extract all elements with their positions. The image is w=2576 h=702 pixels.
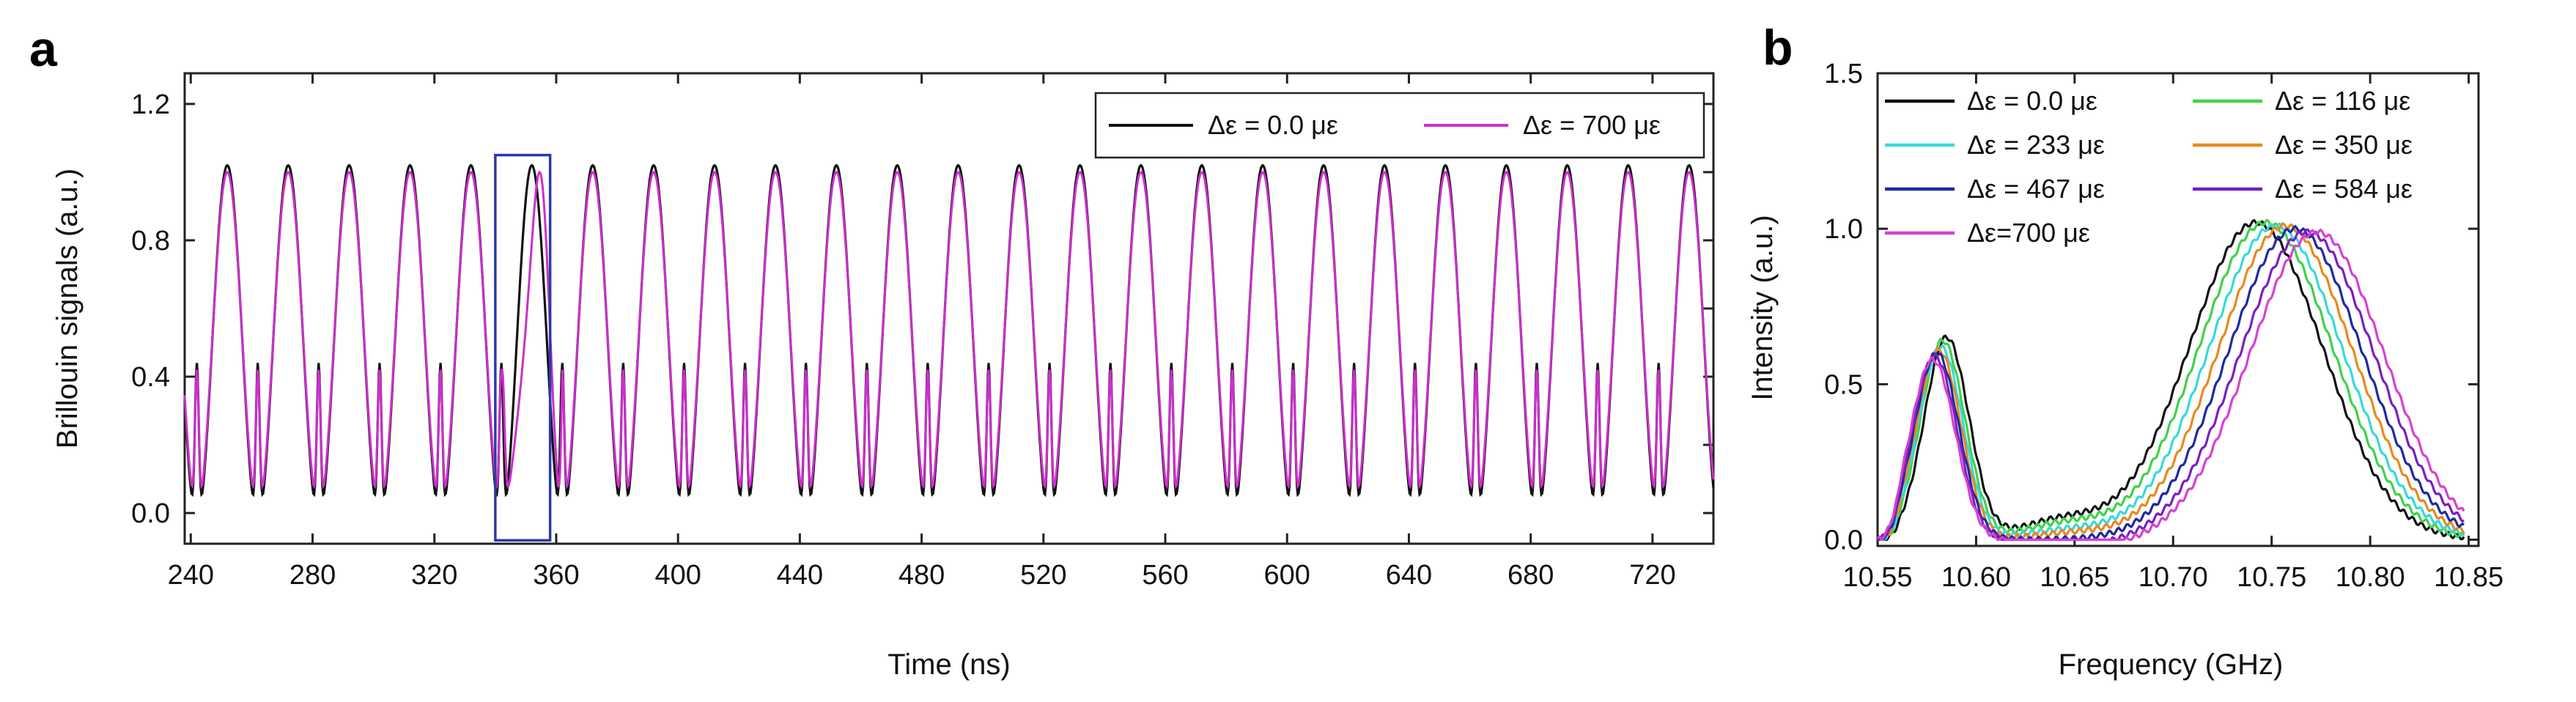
x-tick-label-a: 360 [533, 560, 579, 591]
x-tick-label-b: 10.65 [2040, 562, 2109, 593]
series-line-b-1 [1877, 218, 2465, 542]
legend-label-b-0: Δε = 0.0 με [1967, 86, 2097, 116]
x-tick-label-a: 520 [1020, 560, 1066, 591]
legend-label-b-2: Δε = 233 με [1967, 130, 2105, 160]
series-group-b [1876, 218, 2465, 542]
x-tick-label-a: 320 [411, 560, 457, 591]
x-tick-label-a: 480 [898, 560, 945, 591]
x-tick-label-a: 400 [654, 560, 701, 591]
series-line-b-3 [1877, 221, 2465, 542]
series-line-a-1 [183, 170, 1715, 489]
x-tick-label-a: 640 [1386, 560, 1432, 591]
y-axis-title-b: Intensity (a.u.) [1746, 215, 1779, 400]
x-tick-label-a: 280 [289, 560, 336, 591]
panel-label-b: b [1763, 20, 1793, 75]
ticks-a: 240 280 320 360 400 440 480 520 560 600 640 680 720 0… [131, 73, 1713, 591]
legend-a: Δε = 0.0 με Δε = 700 με [1094, 92, 1705, 159]
legend-label-b-5: Δε = 584 με [2275, 174, 2413, 204]
y-tick-label-b: 1.5 [1824, 59, 1863, 89]
panel-label-a: a [29, 21, 58, 77]
x-tick-label-a: 440 [777, 560, 823, 591]
y-tick-label-b: 0.5 [1824, 369, 1863, 400]
legend-label-a-1: Δε = 700 με [1523, 110, 1661, 140]
x-tick-label-b: 10.60 [1941, 562, 2011, 593]
series-line-b-6 [1877, 228, 2465, 542]
x-tick-label-a: 560 [1142, 560, 1188, 591]
series-line-b-2 [1878, 222, 2465, 542]
x-axis-title-b: Frequency (GHz) [2059, 649, 2284, 681]
x-tick-label-a: 680 [1507, 560, 1554, 591]
legend-label-b-4: Δε = 467 με [1967, 174, 2105, 204]
y-axis-title-a: Brillouin signals (a.u.) [51, 169, 84, 448]
ticks-b: 10.55 10.60 10.65 10.70 10.75 10.80 10.85 0.0 0.… [1824, 59, 2503, 593]
x-axis-title-a: Time (ns) [887, 649, 1010, 681]
y-tick-label-b: 0.0 [1824, 525, 1863, 556]
x-tick-label-b: 10.80 [2336, 562, 2405, 593]
x-tick-label-b: 10.70 [2138, 562, 2208, 593]
chart-panel-b: 10.55 10.60 10.65 10.70 10.75 10.80 10.85 0.0 0.… [1746, 59, 2503, 681]
x-tick-label-a: 600 [1264, 560, 1310, 591]
highlight-box-a [494, 153, 552, 542]
y-tick-label-a: 0.0 [131, 498, 170, 529]
legend-label-b-3: Δε = 350 με [2275, 130, 2413, 160]
x-tick-label-a: 240 [168, 560, 214, 591]
plot-frame-b [1876, 72, 2480, 547]
x-tick-label-a: 720 [1629, 560, 1675, 591]
legend-label-b-1: Δε = 116 με [2275, 86, 2410, 116]
x-tick-label-b: 10.85 [2434, 562, 2503, 593]
series-line-b-0 [1878, 218, 2465, 542]
y-tick-label-a: 1.2 [131, 89, 170, 120]
y-tick-label-b: 1.0 [1824, 214, 1863, 245]
legend-label-a-0: Δε = 0.0 με [1208, 110, 1338, 140]
legend-label-b-6: Δε=700 με [1967, 218, 2090, 248]
chart-panel-a: 240 280 320 360 400 440 480 520 560 600 640 680 720 0… [51, 72, 1715, 681]
series-group-a [183, 153, 1715, 542]
legend-box-a [1094, 92, 1705, 159]
y-tick-label-a: 0.8 [131, 226, 170, 256]
y-tick-label-a: 0.4 [131, 362, 170, 393]
x-tick-label-b: 10.55 [1842, 562, 1912, 593]
series-line-b-4 [1876, 224, 2465, 542]
legend-b: Δε = 0.0 με Δε = 116 με Δε = 233 με Δε = 35… [1885, 86, 2413, 248]
x-tick-label-b: 10.75 [2237, 562, 2306, 593]
